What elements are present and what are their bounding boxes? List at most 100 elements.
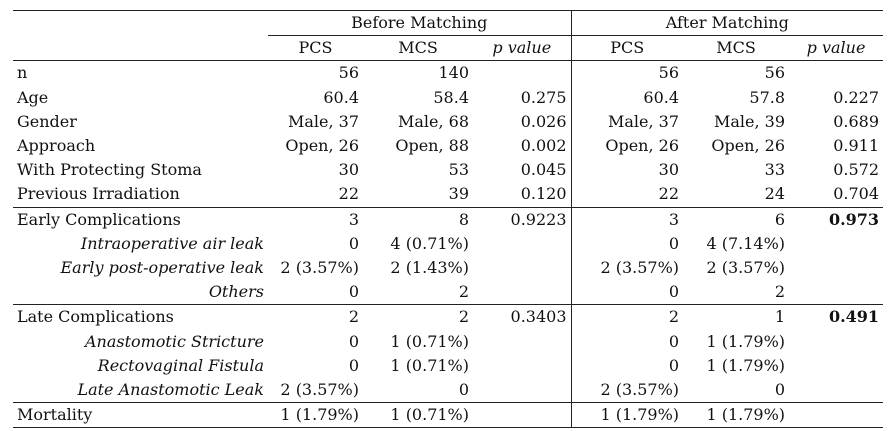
table-cell: 22 bbox=[570, 182, 684, 207]
table-cell: 2 (3.57%) bbox=[570, 377, 684, 403]
table-cell: 4 (7.14%) bbox=[706, 233, 786, 253]
table-cell bbox=[473, 280, 571, 305]
table-cell: 33 bbox=[764, 160, 786, 180]
row-label: Late Complications bbox=[13, 304, 268, 330]
table-cell: 0 bbox=[570, 329, 684, 354]
table-cell: Open, 88 bbox=[395, 136, 469, 156]
table-row: n 56 140 56 56 bbox=[13, 60, 883, 86]
row-label: Mortality bbox=[13, 401, 268, 429]
table-cell: 2 (3.57%) bbox=[280, 257, 359, 277]
table-cell: 2 bbox=[570, 304, 684, 330]
table-cell: 6 bbox=[683, 206, 790, 232]
table-cell: 0 bbox=[348, 355, 359, 375]
table-cell bbox=[473, 256, 571, 280]
table-cell: 2 (3.57%) bbox=[570, 255, 684, 281]
table-cell bbox=[789, 329, 883, 353]
table-cell bbox=[473, 378, 571, 403]
table-cell: 30 bbox=[338, 160, 359, 180]
group-before-matching: Before Matching bbox=[268, 9, 572, 37]
row-label: Early post-operative leak bbox=[60, 257, 264, 277]
table-cell: 0 bbox=[570, 231, 684, 256]
table-cell: 57.8 bbox=[749, 87, 786, 107]
row-label: Others bbox=[208, 282, 264, 302]
table-cell: 58.4 bbox=[433, 87, 469, 107]
table-cell: 0 bbox=[348, 331, 359, 351]
table-cell: 60.4 bbox=[570, 85, 684, 110]
row-label: Gender bbox=[17, 111, 77, 131]
table-row: Anastomotic Stricture 0 1 (0.71%) 0 1 (1.79%… bbox=[13, 329, 883, 354]
table-cell: 0.002 bbox=[520, 136, 567, 156]
table-cell: Male, 68 bbox=[397, 111, 469, 131]
row-label: Intraoperative air leak bbox=[80, 233, 264, 253]
table-cell: 24 bbox=[764, 184, 786, 204]
row-label: Anastomotic Stricture bbox=[84, 331, 264, 351]
table-cell: 2 bbox=[268, 304, 363, 330]
row-label: n bbox=[17, 63, 28, 83]
table-cell: 60.4 bbox=[323, 87, 359, 107]
table-row: Age 60.4 58.4 0.275 60.4 57.8 0.227 bbox=[13, 85, 883, 110]
table-cell: 0.911 bbox=[833, 136, 880, 156]
row-label: Early Complications bbox=[13, 206, 268, 232]
table-row: Others 0 2 0 2 bbox=[13, 280, 883, 305]
table-cell: 22 bbox=[338, 184, 359, 204]
table-row: Late Complications 2 2 0.3403 2 1 0.491 bbox=[13, 304, 884, 330]
table-cell bbox=[789, 354, 883, 378]
table-cell bbox=[789, 256, 883, 280]
table-row: Gender Male, 37 Male, 68 0.026 Male, 37 Male,… bbox=[13, 109, 883, 134]
table-cell: 56 bbox=[570, 60, 684, 86]
table-cell: 1 (1.79%) bbox=[706, 331, 786, 351]
table-cell: 0 bbox=[348, 282, 359, 302]
col-header-pcs-before: PCS bbox=[268, 35, 363, 62]
table-row: Intraoperative air leak 0 4 (0.71%) 0 4 (7.1… bbox=[13, 231, 883, 256]
table-body: Before Matching After Matching PCS MCS p… bbox=[13, 9, 884, 429]
table-cell: 39 bbox=[448, 184, 469, 204]
row-label: Age bbox=[17, 87, 49, 107]
table-cell: 3 bbox=[268, 206, 363, 232]
table-cell: 0 bbox=[458, 379, 469, 399]
col-header-mcs-before: MCS bbox=[363, 35, 473, 62]
row-label: Previous Irradiation bbox=[17, 184, 180, 204]
col-header-mcs-after: MCS bbox=[683, 35, 790, 62]
table-cell: 56 bbox=[338, 63, 359, 83]
table-cell: 0.973 bbox=[789, 206, 884, 232]
table-cell bbox=[473, 329, 571, 353]
table-cell: Male, 37 bbox=[287, 111, 359, 131]
row-label: Rectovaginal Fistula bbox=[97, 355, 264, 375]
table-cell bbox=[473, 232, 571, 256]
table-cell bbox=[473, 61, 571, 86]
table-cell: 1 (0.71%) bbox=[390, 331, 469, 351]
table-cell: 8 bbox=[363, 206, 473, 232]
col-header-pcs-after: PCS bbox=[570, 35, 684, 62]
table-row: Rectovaginal Fistula 0 1 (0.71%) 0 1 (1.79%) bbox=[13, 353, 883, 378]
table-cell: 1 (1.79%) bbox=[683, 401, 790, 429]
table-cell bbox=[473, 354, 571, 378]
table-cell: 2 bbox=[363, 304, 473, 330]
table-cell: Open, 26 bbox=[570, 133, 684, 159]
table-cell: 0.9223 bbox=[473, 206, 572, 232]
table-cell: 1 (1.79%) bbox=[570, 401, 684, 429]
table-cell: 2 (1.43%) bbox=[390, 257, 469, 277]
table-cell: 140 bbox=[438, 63, 469, 83]
header-empty-cell bbox=[13, 35, 268, 62]
table-cell: Male, 39 bbox=[713, 111, 786, 131]
row-label: Late Anastomotic Leak bbox=[77, 379, 264, 399]
table-cell bbox=[789, 61, 883, 86]
table-row: Previous Irradiation 22 39 0.120 22 24 0.704 bbox=[13, 182, 883, 207]
table-cell: 0 bbox=[348, 233, 359, 253]
table-cell: 0 bbox=[570, 353, 684, 378]
table-cell: 56 bbox=[764, 63, 786, 83]
group-after-matching: After Matching bbox=[570, 9, 884, 37]
table-cell: 2 (3.57%) bbox=[280, 379, 359, 399]
table-row: Approach Open, 26 Open, 88 0.002 Open, 26 Ope… bbox=[13, 133, 883, 159]
comparison-table: Before Matching After Matching PCS MCS p… bbox=[13, 9, 884, 429]
col-header-pvalue-after: p value bbox=[789, 35, 884, 62]
row-label: With Protecting Stoma bbox=[17, 160, 202, 180]
table-cell: 30 bbox=[570, 158, 684, 183]
table-cell: 3 bbox=[570, 206, 684, 232]
column-header-row: PCS MCS p value PCS MCS p value bbox=[13, 35, 884, 62]
table-cell bbox=[789, 401, 884, 429]
table-cell: 1 (1.79%) bbox=[268, 401, 363, 429]
table-cell: 0 bbox=[570, 280, 684, 305]
table-cell: 0.572 bbox=[833, 160, 880, 180]
table-cell: 0.120 bbox=[520, 184, 567, 204]
